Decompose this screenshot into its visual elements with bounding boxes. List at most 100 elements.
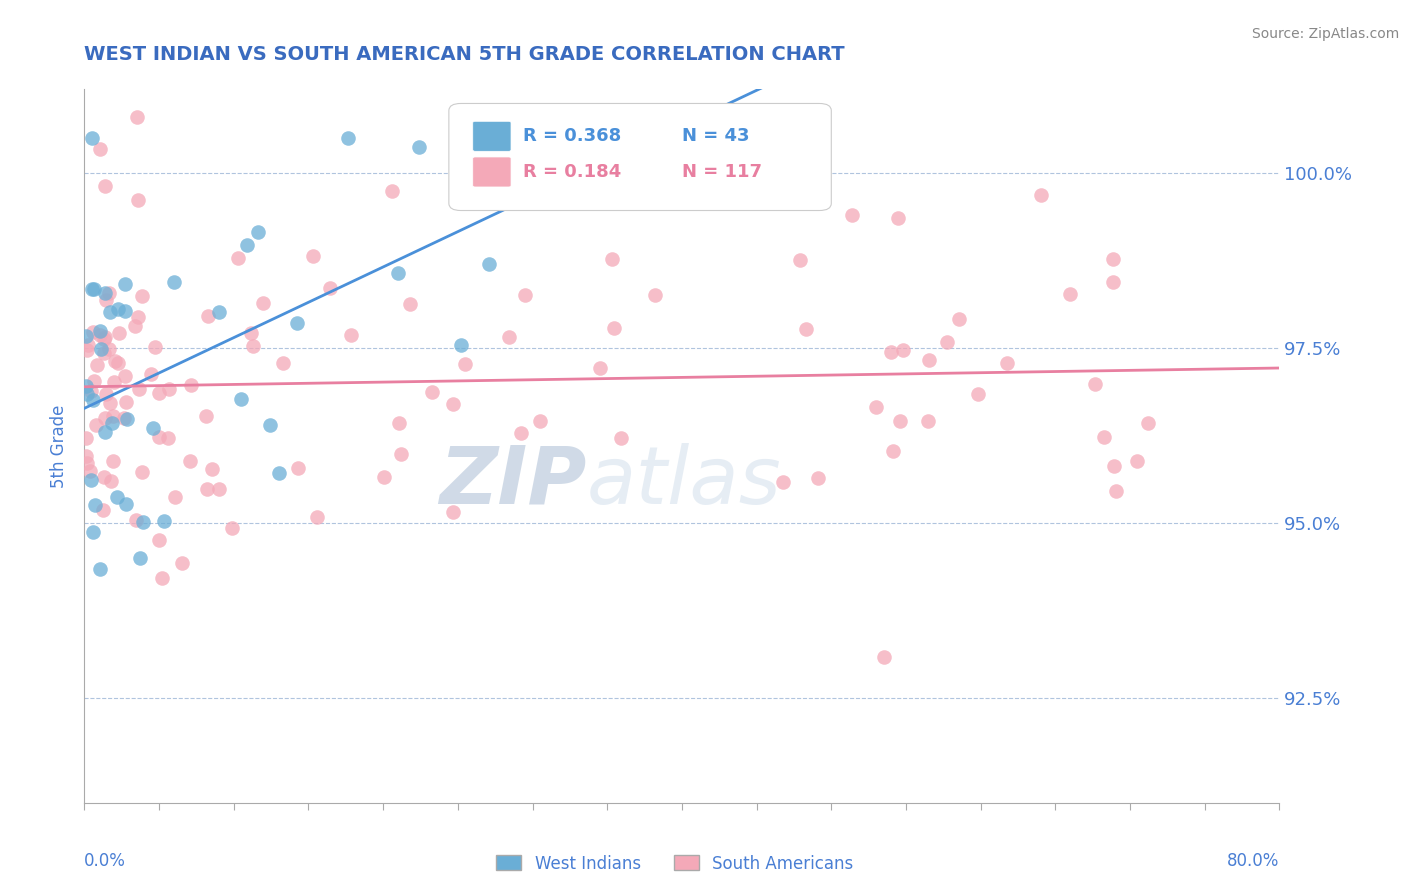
Point bbox=[107, 356, 129, 370]
Point bbox=[1029, 188, 1052, 202]
Point bbox=[93, 470, 115, 484]
Point bbox=[247, 225, 270, 239]
Point bbox=[100, 417, 122, 431]
Point bbox=[128, 550, 150, 565]
Text: WEST INDIAN VS SOUTH AMERICAN 5TH GRADE CORRELATION CHART: WEST INDIAN VS SOUTH AMERICAN 5TH GRADE … bbox=[84, 45, 845, 63]
Point bbox=[76, 343, 98, 358]
Point bbox=[83, 282, 105, 296]
FancyBboxPatch shape bbox=[449, 103, 831, 211]
Point bbox=[269, 466, 291, 480]
Point bbox=[104, 353, 127, 368]
Point bbox=[583, 131, 606, 145]
Point bbox=[114, 277, 136, 291]
Point bbox=[179, 454, 201, 468]
Text: R = 0.368: R = 0.368 bbox=[523, 128, 621, 145]
Point bbox=[408, 140, 430, 154]
Point bbox=[76, 386, 98, 401]
Point bbox=[882, 444, 904, 458]
Point bbox=[98, 305, 121, 319]
Text: N = 117: N = 117 bbox=[682, 163, 762, 181]
Point bbox=[94, 285, 117, 300]
Point bbox=[94, 425, 117, 439]
Point bbox=[76, 456, 98, 470]
Point bbox=[373, 470, 395, 484]
Point bbox=[89, 324, 111, 338]
Point bbox=[170, 556, 193, 570]
Point bbox=[388, 417, 411, 431]
Point bbox=[287, 316, 309, 330]
Point bbox=[794, 322, 817, 336]
Point bbox=[302, 249, 325, 263]
Point bbox=[644, 288, 666, 302]
Legend: West Indians, South Americans: West Indians, South Americans bbox=[489, 848, 860, 880]
Point bbox=[79, 464, 101, 478]
Point bbox=[77, 338, 100, 352]
Point bbox=[156, 431, 179, 445]
Point bbox=[889, 414, 911, 428]
Point bbox=[94, 293, 117, 308]
Point bbox=[201, 461, 224, 475]
Point bbox=[82, 325, 104, 339]
Point bbox=[127, 193, 149, 207]
Point bbox=[197, 482, 219, 496]
Point bbox=[529, 414, 551, 428]
Point bbox=[807, 471, 830, 485]
Point bbox=[124, 318, 146, 333]
Point bbox=[100, 474, 122, 488]
Point bbox=[163, 275, 186, 289]
Point bbox=[271, 356, 294, 370]
Point bbox=[1126, 454, 1149, 468]
Point bbox=[880, 345, 903, 359]
Point bbox=[103, 375, 125, 389]
Point bbox=[93, 178, 115, 193]
Point bbox=[515, 287, 537, 301]
Point bbox=[1084, 376, 1107, 391]
Point bbox=[441, 505, 464, 519]
Point bbox=[841, 209, 863, 223]
Point bbox=[97, 285, 120, 300]
Point bbox=[226, 251, 249, 265]
Point bbox=[318, 281, 340, 295]
Point bbox=[789, 253, 811, 268]
Point bbox=[139, 368, 162, 382]
FancyBboxPatch shape bbox=[472, 121, 510, 152]
Point bbox=[148, 533, 170, 548]
Point bbox=[589, 361, 612, 376]
Point bbox=[131, 288, 153, 302]
Point bbox=[142, 421, 165, 435]
Point bbox=[93, 346, 115, 360]
Point bbox=[917, 352, 939, 367]
Point bbox=[114, 304, 136, 318]
Point bbox=[1102, 459, 1125, 474]
Point bbox=[340, 327, 363, 342]
Point bbox=[420, 385, 443, 400]
Point bbox=[602, 252, 624, 266]
Point bbox=[80, 131, 103, 145]
Point bbox=[221, 521, 243, 535]
Point bbox=[231, 392, 253, 406]
Point bbox=[112, 410, 135, 425]
Text: R = 0.184: R = 0.184 bbox=[523, 163, 621, 181]
Text: ZIP: ZIP bbox=[439, 442, 586, 521]
Point bbox=[948, 312, 970, 326]
Point bbox=[107, 326, 129, 340]
Text: 80.0%: 80.0% bbox=[1227, 852, 1279, 870]
Point bbox=[242, 339, 264, 353]
Point bbox=[80, 384, 103, 398]
Point bbox=[115, 395, 138, 409]
Point bbox=[287, 461, 309, 475]
Point bbox=[84, 418, 107, 433]
Point bbox=[107, 301, 129, 316]
Point bbox=[75, 329, 97, 343]
Point bbox=[105, 490, 128, 504]
Point bbox=[381, 184, 404, 198]
Point bbox=[132, 516, 155, 530]
Point bbox=[450, 338, 472, 352]
Point bbox=[103, 454, 125, 468]
Point bbox=[1104, 483, 1126, 498]
Point bbox=[93, 332, 115, 346]
Point bbox=[75, 449, 97, 463]
Point bbox=[148, 385, 170, 400]
Point bbox=[148, 430, 170, 444]
Point bbox=[336, 131, 359, 145]
